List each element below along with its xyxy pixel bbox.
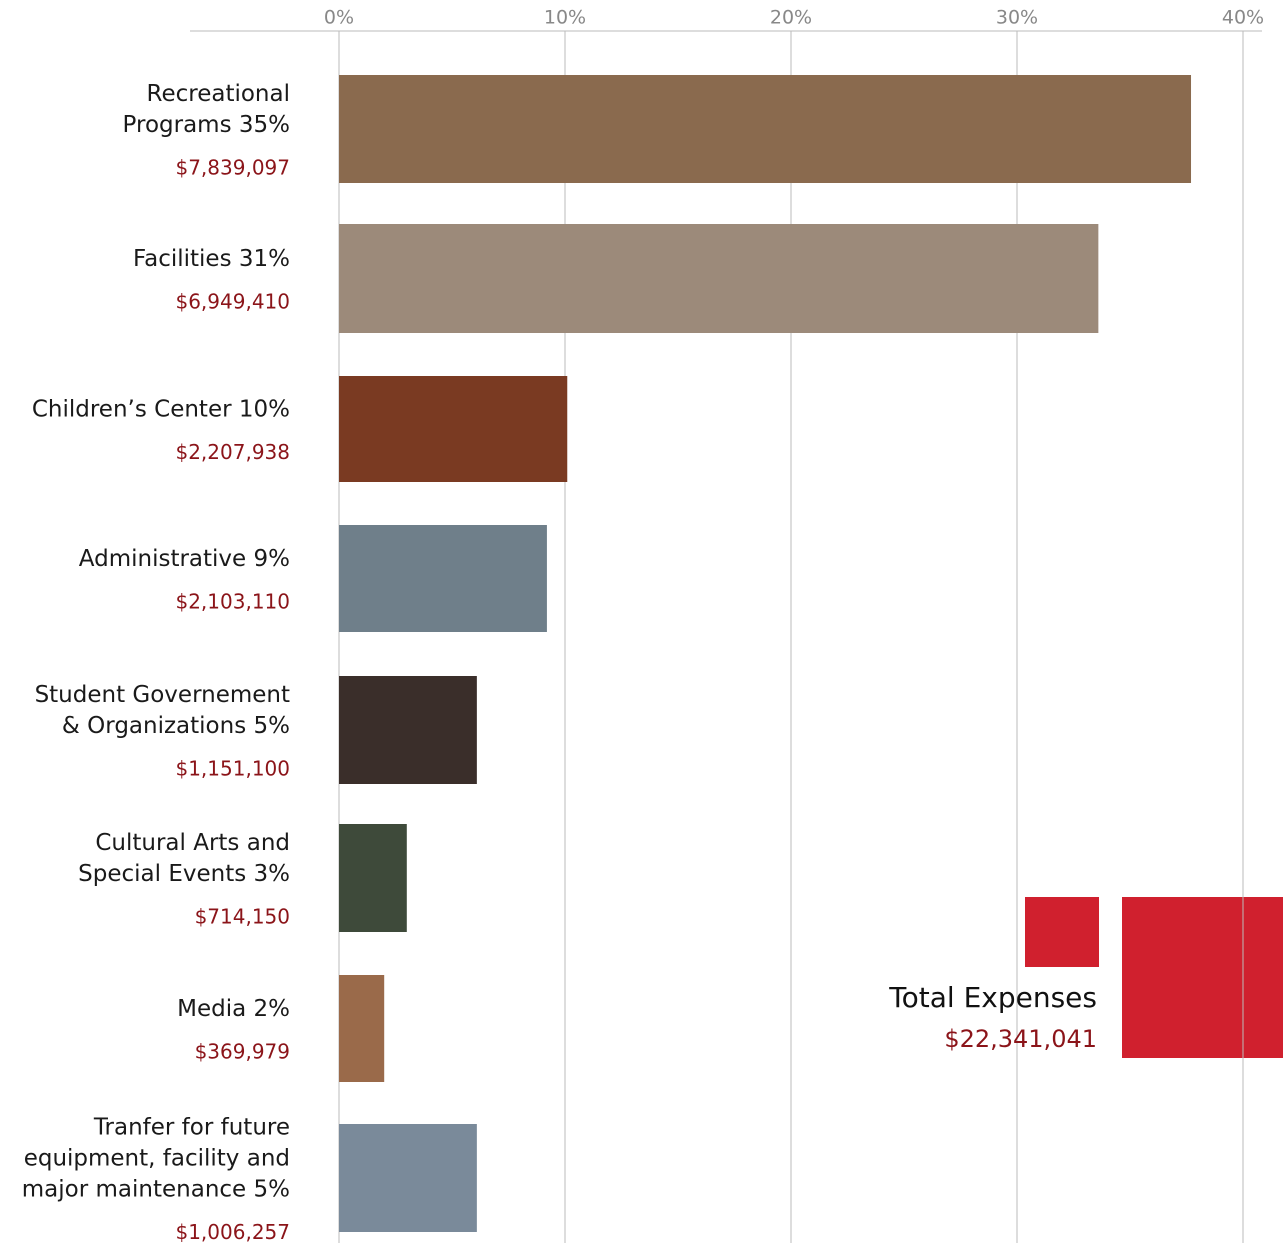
total-amount: $22,341,041 bbox=[944, 1025, 1097, 1053]
total-label: Total Expenses bbox=[888, 981, 1097, 1014]
amount-label: $2,103,110 bbox=[175, 590, 290, 614]
bar bbox=[339, 975, 384, 1082]
bar bbox=[339, 224, 1098, 333]
category-label: Special Events 3% bbox=[78, 861, 290, 887]
category-label: & Organizations 5% bbox=[62, 713, 290, 739]
category-label: Media 2% bbox=[177, 996, 290, 1022]
amount-label: $1,151,100 bbox=[175, 757, 290, 781]
amount-label: $714,150 bbox=[195, 905, 290, 929]
category-label: Administrative 9% bbox=[79, 546, 290, 572]
category-label: Cultural Arts and bbox=[95, 830, 290, 856]
category-label: equipment, facility and bbox=[24, 1146, 290, 1172]
bar bbox=[339, 376, 567, 482]
category-label: Children’s Center 10% bbox=[32, 397, 290, 423]
bar bbox=[339, 75, 1191, 183]
bar bbox=[339, 824, 407, 932]
bar bbox=[339, 1124, 477, 1232]
chart: Total Expenses $22,341,041 0% 10% 20% 30% 40… bbox=[0, 0, 1283, 1243]
decor-square bbox=[1025, 897, 1099, 967]
amount-label: $2,207,938 bbox=[175, 440, 290, 464]
x-tick-label: 40% bbox=[1222, 7, 1264, 29]
x-tick-label: 20% bbox=[770, 7, 812, 29]
category-label: Recreational bbox=[147, 81, 290, 107]
bar bbox=[339, 525, 547, 632]
category-label: Tranfer for future bbox=[93, 1115, 290, 1141]
amount-label: $369,979 bbox=[195, 1040, 290, 1064]
x-tick-label: 10% bbox=[544, 7, 586, 29]
amount-label: $6,949,410 bbox=[175, 290, 290, 314]
x-tick-label: 0% bbox=[324, 7, 354, 29]
category-label: Student Governement bbox=[35, 682, 290, 708]
x-tick-label: 30% bbox=[996, 7, 1038, 29]
bar bbox=[339, 676, 477, 784]
category-label: Facilities 31% bbox=[133, 246, 290, 272]
amount-label: $1,006,257 bbox=[175, 1220, 290, 1243]
decor-square bbox=[1122, 897, 1283, 1058]
amount-label: $7,839,097 bbox=[175, 156, 290, 180]
category-label: Programs 35% bbox=[123, 112, 290, 138]
category-label: major maintenance 5% bbox=[22, 1177, 290, 1203]
